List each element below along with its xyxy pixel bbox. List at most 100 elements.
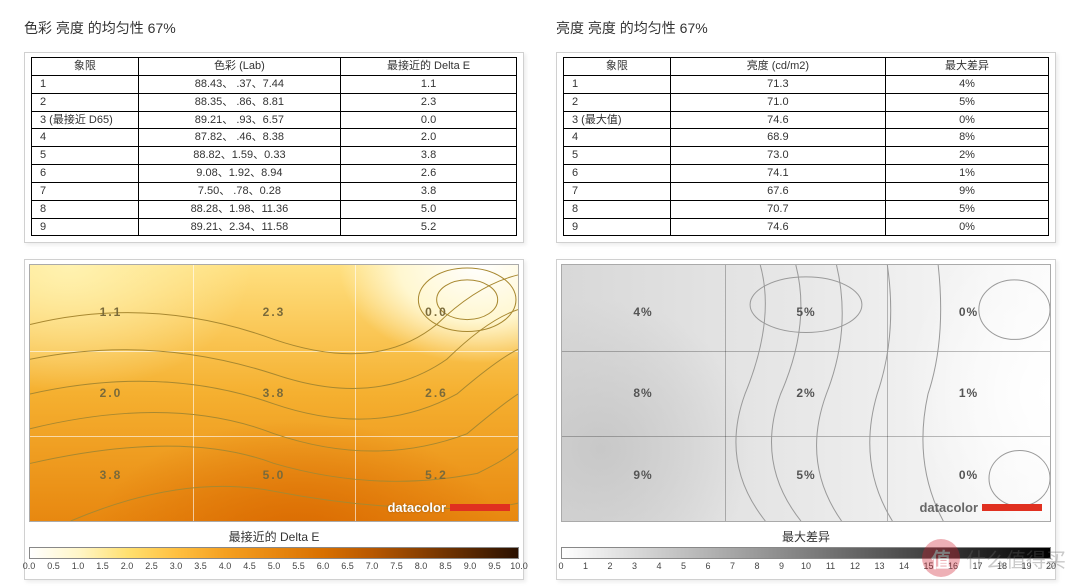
legend-tick: 6.5: [341, 561, 354, 571]
table-cell: 3.8: [341, 147, 517, 165]
right-heatmap: 4%5%0%8%2%1%9%5%0% datacolor: [561, 264, 1051, 522]
brand-text: datacolor: [919, 500, 978, 515]
datacolor-brand: datacolor: [919, 500, 1042, 515]
legend-tick: 4.5: [243, 561, 256, 571]
table-cell: 2.0: [341, 129, 517, 147]
table-cell: 1.1: [341, 75, 517, 93]
table-header: 色彩 (Lab): [138, 58, 340, 76]
legend-tick: 3.5: [194, 561, 207, 571]
table-cell: 87.82、 .46、8.38: [138, 129, 340, 147]
legend-tick: 7.5: [390, 561, 403, 571]
table-cell: 68.9: [670, 129, 885, 147]
table-cell: 2: [564, 93, 671, 111]
legend-tick: 10.0: [510, 561, 528, 571]
left-legend-title: 最接近的 Delta E: [29, 528, 519, 545]
table-cell: 4: [564, 129, 671, 147]
zone-value: 4%: [633, 305, 652, 319]
zone-value: 0%: [959, 305, 978, 319]
legend-tick: 1.5: [96, 561, 109, 571]
legend-tick: 2: [607, 561, 612, 571]
legend-tick: 4.0: [219, 561, 232, 571]
legend-tick: 9.0: [464, 561, 477, 571]
left-heatmap: 1.12.30.02.03.82.63.85.05.2 datacolor: [29, 264, 519, 522]
zone-value: 2%: [796, 386, 815, 400]
left-title: 色彩 亮度 的均匀性 67%: [24, 18, 524, 38]
table-cell: 7: [564, 182, 671, 200]
zone-value: 9%: [633, 468, 652, 482]
brand-bar: [982, 504, 1042, 511]
brand-text: datacolor: [387, 500, 446, 515]
table-cell: 3.8: [341, 182, 517, 200]
table-row: 974.60%: [564, 218, 1049, 236]
left-legend-bar: [29, 547, 519, 559]
left-chart: 1.12.30.02.03.82.63.85.05.2 datacolor 最接…: [24, 259, 524, 580]
right-chart: 4%5%0%8%2%1%9%5%0% datacolor 最大差异 012345…: [556, 259, 1056, 580]
table-cell: 2.6: [341, 165, 517, 183]
legend-tick: 16: [948, 561, 958, 571]
table-cell: 74.1: [670, 165, 885, 183]
table-row: 271.05%: [564, 93, 1049, 111]
zone-value: 2.0: [100, 386, 123, 400]
table-row: 588.82、1.59、0.333.8: [32, 147, 517, 165]
table-cell: 5: [564, 147, 671, 165]
table-cell: 88.43、 .37、7.44: [138, 75, 340, 93]
table-cell: 9: [564, 218, 671, 236]
table-header: 最接近的 Delta E: [341, 58, 517, 76]
table-cell: 4%: [886, 75, 1049, 93]
table-row: 767.69%: [564, 182, 1049, 200]
legend-tick: 18: [997, 561, 1007, 571]
table-row: 77.50、 .78、0.283.8: [32, 182, 517, 200]
table-cell: 1: [564, 75, 671, 93]
table-header: 最大差异: [886, 58, 1049, 76]
zone-value: 0.0: [425, 305, 448, 319]
legend-tick: 2.5: [145, 561, 158, 571]
right-table: 象限亮度 (cd/m2)最大差异 171.34%271.05%3 (最大值)74…: [556, 52, 1056, 243]
legend-tick: 5: [681, 561, 686, 571]
table-cell: 88.82、1.59、0.33: [138, 147, 340, 165]
table-cell: 67.6: [670, 182, 885, 200]
table-row: 69.08、1.92、8.942.6: [32, 165, 517, 183]
table-cell: 73.0: [670, 147, 885, 165]
table-row: 171.34%: [564, 75, 1049, 93]
table-row: 888.28、1.98、11.365.0: [32, 200, 517, 218]
table-cell: 74.6: [670, 111, 885, 129]
table-cell: 5%: [886, 93, 1049, 111]
table-cell: 5: [32, 147, 139, 165]
legend-tick: 10: [801, 561, 811, 571]
legend-tick: 15: [923, 561, 933, 571]
legend-tick: 9: [779, 561, 784, 571]
right-legend-ticks: 01234567891011121314151617181920: [561, 561, 1051, 575]
table-cell: 89.21、2.34、11.58: [138, 218, 340, 236]
table-cell: 88.28、1.98、11.36: [138, 200, 340, 218]
table-header: 亮度 (cd/m2): [670, 58, 885, 76]
table-cell: 3 (最接近 D65): [32, 111, 139, 129]
zone-value: 5%: [796, 468, 815, 482]
brand-bar: [450, 504, 510, 511]
table-row: 573.02%: [564, 147, 1049, 165]
legend-tick: 8.5: [439, 561, 452, 571]
table-cell: 2: [32, 93, 139, 111]
table-row: 188.43、 .37、7.441.1: [32, 75, 517, 93]
table-cell: 7: [32, 182, 139, 200]
table-cell: 2%: [886, 147, 1049, 165]
datacolor-brand: datacolor: [387, 500, 510, 515]
table-row: 674.11%: [564, 165, 1049, 183]
table-cell: 9.08、1.92、8.94: [138, 165, 340, 183]
table-cell: 5.2: [341, 218, 517, 236]
table-cell: 8: [32, 200, 139, 218]
table-cell: 3 (最大值): [564, 111, 671, 129]
table-header: 象限: [564, 58, 671, 76]
left-table: 象限色彩 (Lab)最接近的 Delta E 188.43、 .37、7.441…: [24, 52, 524, 243]
table-row: 989.21、2.34、11.585.2: [32, 218, 517, 236]
zone-value: 1%: [959, 386, 978, 400]
legend-tick: 6.0: [317, 561, 330, 571]
legend-tick: 17: [972, 561, 982, 571]
legend-tick: 11: [826, 561, 835, 571]
table-row: 468.98%: [564, 129, 1049, 147]
table-cell: 0%: [886, 111, 1049, 129]
legend-tick: 1.0: [72, 561, 85, 571]
legend-tick: 2.0: [121, 561, 134, 571]
table-cell: 5.0: [341, 200, 517, 218]
zone-value: 2.3: [263, 305, 286, 319]
legend-tick: 14: [899, 561, 909, 571]
